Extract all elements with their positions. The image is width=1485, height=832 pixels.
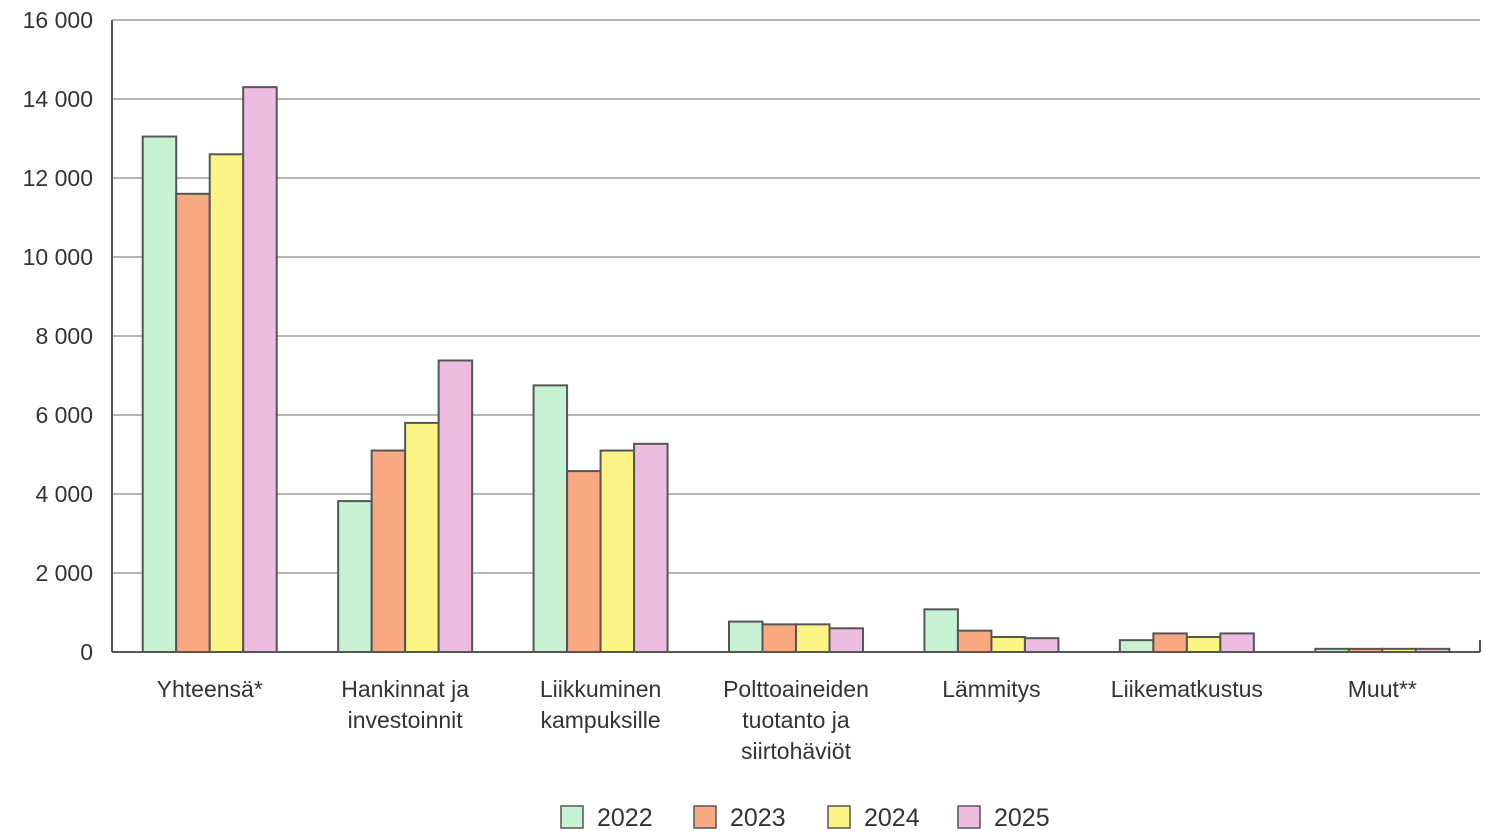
axes [111, 20, 1481, 653]
bar-2022 [337, 500, 373, 653]
legend-swatch-2025 [957, 805, 981, 829]
bar-2024 [208, 153, 245, 654]
bar-2022 [728, 620, 764, 654]
bar-2025 [1219, 632, 1255, 653]
y-tick-label: 14 000 [23, 86, 93, 112]
bar-2022 [141, 135, 178, 653]
category-label: siirtohäviöt [741, 738, 852, 764]
y-axis-ticks: 0 2 000 4 000 6 000 8 000 10 000 12 000 14 000 1… [23, 7, 93, 665]
bar-2023 [370, 449, 407, 653]
bar-2025 [242, 86, 278, 653]
category-label: kampuksille [540, 707, 660, 733]
legend-label-2025: 2025 [994, 804, 1050, 832]
bar-2023 [956, 629, 993, 653]
gridlines [112, 19, 1480, 574]
category-label: tuotanto ja [742, 707, 850, 733]
legend: 2022 2023 2024 2025 [560, 804, 1050, 832]
y-tick-label: 6 000 [35, 402, 93, 428]
bars [141, 86, 1451, 654]
bar-2024 [795, 623, 831, 653]
y-tick-label: 12 000 [23, 165, 93, 191]
bar-2024 [1185, 635, 1222, 653]
category-label: Muut** [1348, 676, 1417, 702]
bar-2024 [599, 449, 636, 653]
category-label: Liikematkustus [1111, 676, 1263, 702]
bar-2022 [1118, 639, 1155, 654]
bar-2024 [990, 635, 1026, 653]
category-label: Polttoaineiden [723, 676, 869, 702]
y-tick-label: 0 [80, 639, 93, 665]
legend-label-2023: 2023 [730, 804, 786, 832]
bar-2025 [437, 359, 474, 653]
bar-2023 [761, 623, 797, 653]
bar-2022 [923, 608, 959, 654]
legend-swatch-2023 [693, 805, 717, 829]
category-label: Hankinnat ja [341, 676, 469, 702]
bar-2025 [633, 442, 669, 653]
legend-label-2024: 2024 [864, 804, 920, 832]
bar-2023 [175, 192, 211, 654]
y-tick-label: 4 000 [35, 481, 93, 507]
bar-2025 [828, 627, 864, 653]
y-tick-label: 10 000 [23, 244, 93, 270]
bar-2025 [1023, 637, 1060, 653]
category-label: Yhteensä* [157, 676, 263, 702]
y-tick-label: 16 000 [23, 7, 93, 33]
legend-swatch-2024 [827, 805, 851, 829]
category-labels: Yhteensä* Hankinnat ja investoinnit Liikkum… [157, 676, 1417, 764]
bar-2023 [566, 470, 602, 653]
bar-2024 [404, 421, 440, 653]
y-tick-label: 8 000 [35, 323, 93, 349]
category-label: Liikkuminen [540, 676, 661, 702]
category-label: Lämmitys [942, 676, 1040, 702]
y-tick-label: 2 000 [35, 560, 93, 586]
bar-2022 [532, 384, 569, 653]
category-label: investoinnit [348, 707, 464, 733]
legend-label-2022: 2022 [597, 804, 653, 832]
legend-swatch-2022 [560, 805, 584, 829]
bar-2023 [1152, 632, 1188, 653]
